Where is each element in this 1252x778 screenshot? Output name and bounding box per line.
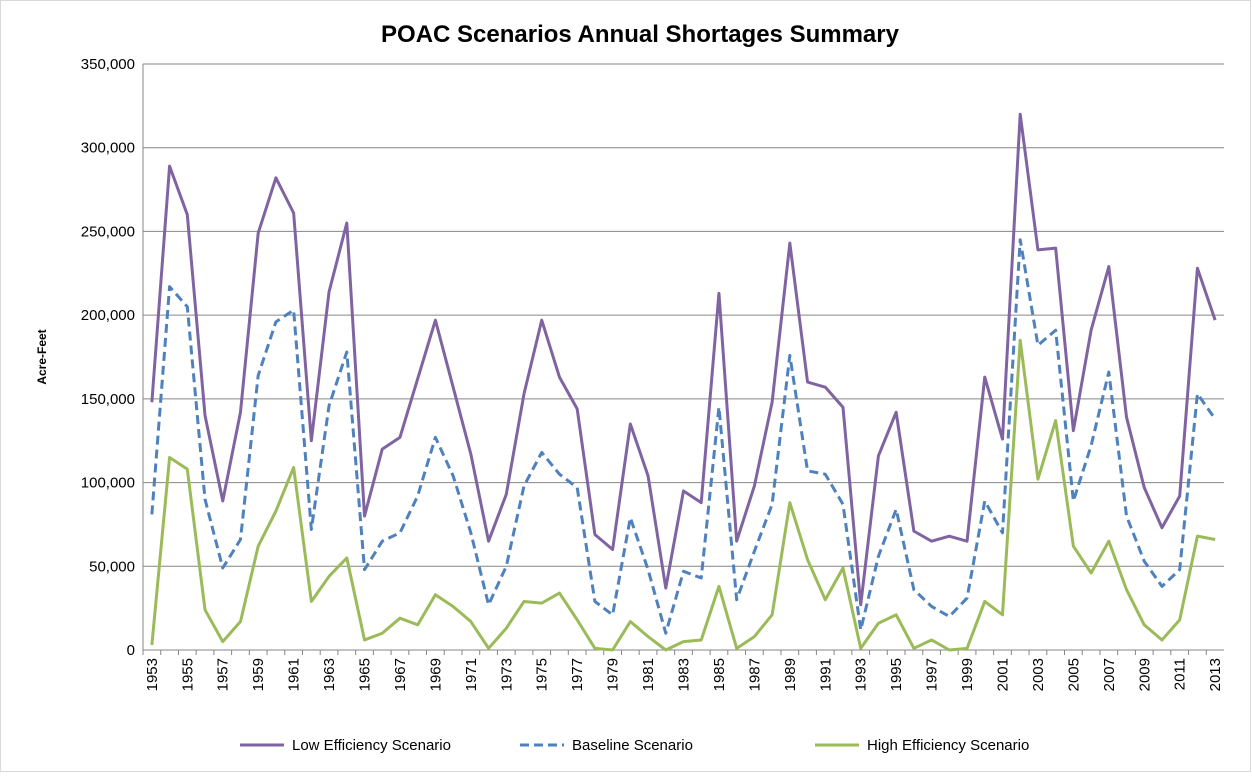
x-tick-label: 1999 — [959, 658, 976, 691]
x-tick-label: 1959 — [250, 658, 267, 691]
chart-title: POAC Scenarios Annual Shortages Summary — [381, 21, 900, 48]
x-tick-label: 1983 — [676, 658, 693, 691]
x-tick-label: 1967 — [392, 658, 409, 691]
x-tick-label: 2001 — [994, 658, 1011, 691]
x-tick-label: 1957 — [215, 658, 232, 691]
x-tick-label: 1997 — [924, 658, 941, 691]
x-tick-label: 2009 — [1136, 658, 1153, 691]
x-tick-label: 1995 — [888, 658, 905, 691]
y-tick-label: 100,000 — [81, 475, 135, 492]
x-tick-label: 2005 — [1065, 658, 1082, 691]
x-tick-label: 2011 — [1172, 658, 1189, 690]
x-tick-label: 1981 — [640, 658, 657, 691]
y-tick-label: 150,000 — [81, 391, 135, 408]
x-tick-label: 2013 — [1207, 658, 1224, 691]
x-tick-label: 1993 — [853, 658, 870, 691]
legend-label: Low Efficiency Scenario — [292, 737, 451, 754]
x-tick-label: 1973 — [498, 658, 515, 691]
y-tick-label: 0 — [127, 642, 135, 659]
y-axis-label: Acre-Feet — [35, 329, 49, 384]
x-tick-label: 1963 — [321, 658, 338, 691]
y-tick-label: 300,000 — [81, 140, 135, 157]
legend-label: High Efficiency Scenario — [867, 737, 1029, 754]
x-tick-label: 1989 — [782, 658, 799, 691]
y-tick-label: 250,000 — [81, 223, 135, 240]
y-tick-label: 200,000 — [81, 307, 135, 324]
x-tick-label: 1965 — [357, 658, 374, 691]
x-tick-label: 1961 — [286, 658, 303, 691]
x-tick-label: 1971 — [463, 658, 480, 691]
series-line — [150, 112, 1217, 607]
y-tick-label: 350,000 — [81, 56, 135, 73]
y-tick-label: 50,000 — [89, 558, 135, 575]
x-tick-label: 1953 — [144, 658, 161, 691]
x-tick-label: 1985 — [711, 658, 728, 691]
x-tick-label: 1991 — [817, 658, 834, 691]
x-tick-label: 1969 — [427, 658, 444, 691]
x-tick-label: 1977 — [569, 658, 586, 691]
x-tick-label: 1955 — [179, 658, 196, 691]
x-tick-label: 1979 — [605, 658, 622, 691]
x-tick-label: 2003 — [1030, 658, 1047, 691]
legend-label: Baseline Scenario — [572, 737, 693, 754]
series-line — [150, 338, 1216, 652]
x-tick-label: 1975 — [534, 658, 551, 691]
x-tick-label: 2007 — [1101, 658, 1118, 691]
x-tick-label: 1987 — [746, 658, 763, 691]
series-line — [150, 238, 1217, 635]
